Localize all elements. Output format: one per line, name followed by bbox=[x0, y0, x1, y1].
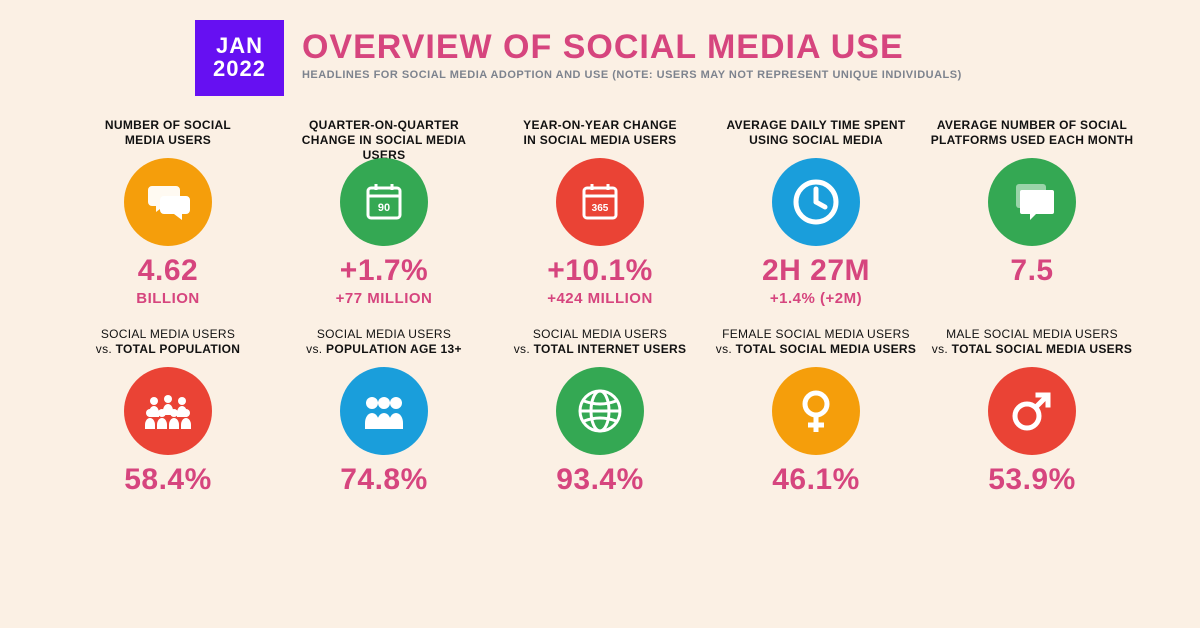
globe-icon bbox=[556, 367, 644, 455]
stat-value: 4.62 bbox=[66, 254, 270, 288]
date-badge: JAN 2022 bbox=[195, 20, 284, 96]
stat-value: 74.8% bbox=[282, 463, 486, 497]
stat-label: AVERAGE DAILY TIME SPENTUSING SOCIAL MED… bbox=[714, 118, 918, 152]
svg-text:365: 365 bbox=[592, 203, 609, 214]
stat-value: 46.1% bbox=[714, 463, 918, 497]
people-icon bbox=[340, 367, 428, 455]
stat-yoy: YEAR-ON-YEAR CHANGEIN SOCIAL MEDIA USERS… bbox=[492, 118, 708, 307]
stat-vs-internet: SOCIAL MEDIA USERSvs. TOTAL INTERNET USE… bbox=[492, 327, 708, 497]
calendar-365-icon: 365 bbox=[556, 158, 644, 246]
stat-value: +1.7% bbox=[282, 254, 486, 288]
stat-label: NUMBER OF SOCIALMEDIA USERS bbox=[66, 118, 270, 152]
stat-label: SOCIAL MEDIA USERSvs. POPULATION AGE 13+ bbox=[282, 327, 486, 361]
stat-sub: +1.4% (+2M) bbox=[714, 290, 918, 307]
stat-vs-population: SOCIAL MEDIA USERSvs. TOTAL POPULATION 5… bbox=[60, 327, 276, 497]
female-icon bbox=[772, 367, 860, 455]
title-block: OVERVIEW OF SOCIAL MEDIA USE HEADLINES F… bbox=[302, 20, 962, 81]
date-month: JAN bbox=[213, 34, 266, 57]
stat-value: +10.1% bbox=[498, 254, 702, 288]
stat-qoq: QUARTER-ON-QUARTERCHANGE IN SOCIAL MEDIA… bbox=[276, 118, 492, 307]
stat-sub: BILLION bbox=[66, 290, 270, 307]
stack-chat-icon bbox=[988, 158, 1076, 246]
chat-icon bbox=[124, 158, 212, 246]
stat-female: FEMALE SOCIAL MEDIA USERSvs. TOTAL SOCIA… bbox=[708, 327, 924, 497]
stat-users: NUMBER OF SOCIALMEDIA USERS 4.62 BILLION bbox=[60, 118, 276, 307]
stats-grid: NUMBER OF SOCIALMEDIA USERS 4.62 BILLION… bbox=[0, 96, 1200, 497]
stat-label: SOCIAL MEDIA USERSvs. TOTAL INTERNET USE… bbox=[498, 327, 702, 361]
date-year: 2022 bbox=[213, 57, 266, 80]
calendar-90-icon: 90 bbox=[340, 158, 428, 246]
stat-label: FEMALE SOCIAL MEDIA USERSvs. TOTAL SOCIA… bbox=[714, 327, 918, 361]
stat-sub: +424 MILLION bbox=[498, 290, 702, 307]
header: JAN 2022 OVERVIEW OF SOCIAL MEDIA USE HE… bbox=[0, 0, 1200, 96]
stat-value: 93.4% bbox=[498, 463, 702, 497]
stat-label: AVERAGE NUMBER OF SOCIALPLATFORMS USED E… bbox=[930, 118, 1134, 152]
svg-text:90: 90 bbox=[378, 202, 390, 214]
male-icon bbox=[988, 367, 1076, 455]
stat-sub: +77 MILLION bbox=[282, 290, 486, 307]
stat-male: MALE SOCIAL MEDIA USERSvs. TOTAL SOCIAL … bbox=[924, 327, 1140, 497]
page-subtitle: HEADLINES FOR SOCIAL MEDIA ADOPTION AND … bbox=[302, 69, 962, 81]
stat-platforms: AVERAGE NUMBER OF SOCIALPLATFORMS USED E… bbox=[924, 118, 1140, 307]
stat-label: SOCIAL MEDIA USERSvs. TOTAL POPULATION bbox=[66, 327, 270, 361]
stat-label: YEAR-ON-YEAR CHANGEIN SOCIAL MEDIA USERS bbox=[498, 118, 702, 152]
stat-time: AVERAGE DAILY TIME SPENTUSING SOCIAL MED… bbox=[708, 118, 924, 307]
stat-value: 7.5 bbox=[930, 254, 1134, 288]
stat-value: 58.4% bbox=[66, 463, 270, 497]
stat-value: 2H 27M bbox=[714, 254, 918, 288]
crowd-icon bbox=[124, 367, 212, 455]
stat-value: 53.9% bbox=[930, 463, 1134, 497]
stat-label: QUARTER-ON-QUARTERCHANGE IN SOCIAL MEDIA… bbox=[282, 118, 486, 152]
stat-label: MALE SOCIAL MEDIA USERSvs. TOTAL SOCIAL … bbox=[930, 327, 1134, 361]
page-title: OVERVIEW OF SOCIAL MEDIA USE bbox=[302, 28, 962, 67]
stat-vs-age13: SOCIAL MEDIA USERSvs. POPULATION AGE 13+… bbox=[276, 327, 492, 497]
clock-icon bbox=[772, 158, 860, 246]
